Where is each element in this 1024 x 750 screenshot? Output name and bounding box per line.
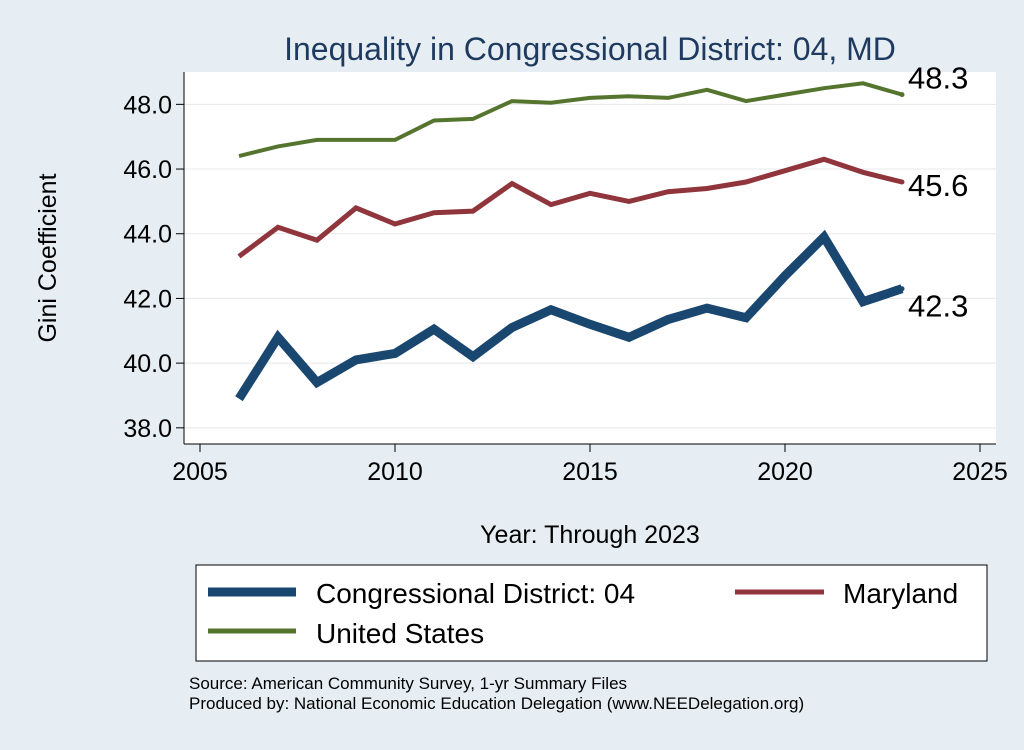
legend-label-united-states: United States: [316, 618, 484, 649]
series-layer: [235, 81, 905, 402]
end-point-marker: [899, 92, 905, 98]
plot-area: [184, 72, 996, 444]
end-point-marker: [899, 179, 905, 185]
y-tick-label: 38.0: [123, 415, 172, 443]
end-label-maryland: 45.6: [908, 168, 968, 203]
x-ticks: 2005 2010 2015 2020 2025: [172, 444, 1008, 486]
producer-note: Produced by: National Economic Education…: [189, 694, 804, 713]
y-tick-label: 42.0: [123, 285, 172, 313]
legend: Congressional District: 04 Maryland Unit…: [195, 564, 988, 662]
series-line-united-states: [238, 81, 903, 159]
y-tick-label: 46.0: [123, 156, 172, 184]
x-tick-label: 2015: [562, 458, 618, 486]
y-ticks: 38.0 40.0 42.0 44.0 46.0 48.0: [123, 91, 184, 443]
x-tick-label: 2005: [172, 458, 228, 486]
series-line-maryland: [237, 156, 903, 259]
x-axis-label: Year: Through 2023: [480, 521, 700, 549]
y-axis-label: Gini Coefficient: [34, 173, 62, 342]
legend-box: [195, 564, 988, 662]
x-tick-label: 2010: [367, 458, 423, 486]
y-tick-label: 48.0: [123, 91, 172, 119]
gridlines: [184, 103, 996, 429]
end-labels: 48.3 45.6 42.3: [908, 61, 968, 324]
legend-label-maryland: Maryland: [843, 578, 958, 609]
chart-title: Inequality in Congressional District: 04…: [284, 31, 896, 67]
y-tick-label: 44.0: [123, 221, 172, 249]
series-line-district: [235, 229, 904, 402]
y-tick-label: 40.0: [123, 350, 172, 378]
end-point-marker: [899, 286, 905, 292]
end-label-united-states: 48.3: [908, 61, 968, 96]
x-tick-label: 2025: [952, 458, 1008, 486]
legend-label-district: Congressional District: 04: [316, 578, 635, 609]
end-label-district: 42.3: [908, 289, 968, 324]
source-note: Source: American Community Survey, 1-yr …: [189, 674, 627, 693]
x-tick-label: 2020: [757, 458, 813, 486]
